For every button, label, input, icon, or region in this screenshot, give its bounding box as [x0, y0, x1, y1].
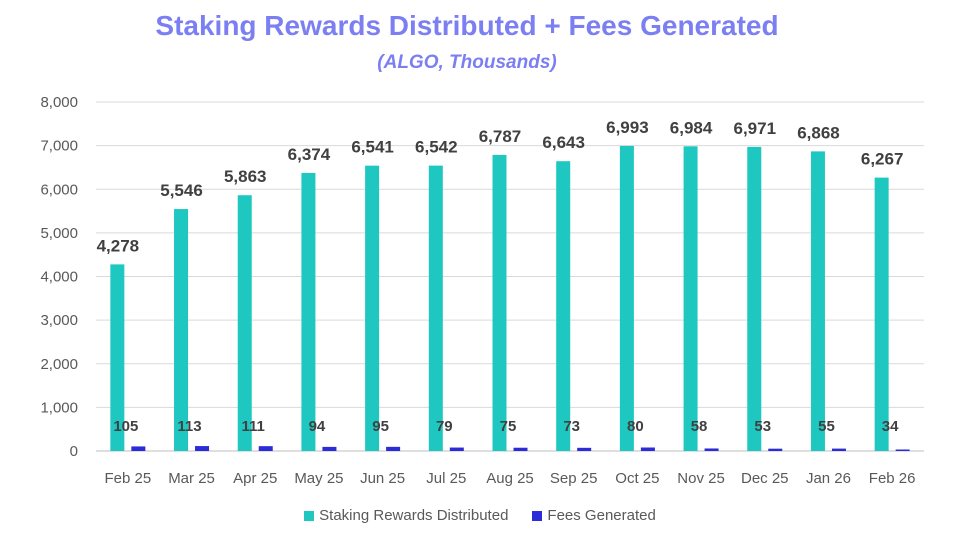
bar-fees-10: [768, 448, 783, 451]
y-tick-label-3000: 3,000: [40, 312, 78, 329]
data-label-staking-9: 6,984: [670, 118, 713, 137]
bar-staking-0: [110, 264, 125, 451]
bar-staking-12: [874, 177, 889, 452]
x-tick-label-11: Jan 26: [806, 470, 851, 487]
x-tick-label-10: Dec 25: [741, 470, 789, 487]
bar-fees-2: [258, 446, 273, 451]
x-tick-label-5: Jul 25: [426, 470, 466, 487]
bar-fees-1: [195, 446, 210, 451]
bar-fees-8: [640, 447, 655, 451]
data-label-fees-11: 55: [818, 418, 835, 435]
x-tick-label-6: Aug 25: [486, 470, 534, 487]
legend-swatch-fees: [532, 510, 543, 521]
legend-item-fees: Fees Generated: [532, 507, 656, 524]
data-label-staking-2: 5,863: [224, 167, 267, 186]
legend-swatch-staking: [304, 510, 315, 521]
bar-fees-9: [704, 448, 719, 451]
y-tick-label-8000: 8,000: [40, 94, 78, 111]
data-label-staking-4: 6,541: [351, 138, 394, 157]
data-label-staking-5: 6,542: [415, 138, 458, 157]
bar-fees-3: [322, 446, 337, 451]
x-tick-label-8: Oct 25: [615, 470, 659, 487]
legend-label-fees: Fees Generated: [547, 507, 656, 524]
x-tick-label-0: Feb 25: [104, 470, 151, 487]
legend-label-staking: Staking Rewards Distributed: [319, 507, 509, 524]
bar-staking-11: [810, 151, 825, 452]
y-tick-label-0: 0: [70, 443, 78, 460]
chart-subtitle: (ALGO, Thousands): [377, 52, 557, 73]
bar-fees-4: [386, 446, 401, 451]
y-tick-label-1000: 1,000: [40, 399, 78, 416]
y-tick-label-2000: 2,000: [40, 356, 78, 373]
bar-staking-6: [492, 154, 507, 452]
bar-staking-4: [365, 165, 380, 452]
data-label-staking-10: 6,971: [733, 119, 776, 138]
data-label-fees-6: 75: [500, 418, 517, 435]
data-label-fees-12: 34: [882, 418, 899, 435]
bar-staking-9: [683, 146, 698, 451]
data-label-staking-3: 6,374: [288, 145, 331, 164]
bar-staking-7: [556, 161, 571, 451]
data-label-staking-12: 6,267: [861, 150, 904, 169]
bar-fees-5: [449, 447, 464, 451]
bar-staking-1: [174, 209, 189, 451]
bar-fees-11: [831, 448, 846, 451]
x-tick-label-2: Apr 25: [233, 470, 277, 487]
data-label-fees-10: 53: [754, 418, 771, 435]
bar-fees-0: [131, 446, 146, 451]
data-label-fees-2: 111: [242, 418, 265, 435]
data-label-fees-0: 105: [113, 418, 138, 435]
bar-staking-5: [428, 165, 443, 451]
bar-fees-6: [513, 447, 528, 451]
bar-staking-2: [237, 195, 252, 451]
data-label-fees-3: 94: [309, 418, 326, 435]
data-label-fees-4: 95: [372, 418, 389, 435]
data-label-fees-1: 113: [177, 418, 201, 435]
data-label-staking-1: 5,546: [160, 181, 203, 200]
data-label-staking-11: 6,868: [797, 123, 840, 142]
bar-staking-10: [747, 146, 762, 451]
x-tick-label-1: Mar 25: [168, 470, 215, 487]
bar-staking-8: [619, 145, 634, 452]
legend-item-staking: Staking Rewards Distributed: [304, 507, 508, 524]
x-tick-label-9: Nov 25: [677, 470, 725, 487]
legend: Staking Rewards Distributed Fees Generat…: [0, 507, 960, 524]
data-label-fees-7: 73: [563, 418, 580, 435]
data-label-staking-8: 6,993: [606, 118, 649, 137]
x-tick-label-12: Feb 26: [869, 470, 916, 487]
bar-fees-12: [895, 449, 910, 451]
bar-staking-3: [301, 172, 316, 451]
data-label-fees-9: 58: [691, 418, 708, 435]
y-tick-label-7000: 7,000: [40, 138, 78, 155]
data-label-fees-5: 79: [436, 418, 453, 435]
chart-title: Staking Rewards Distributed + Fees Gener…: [155, 10, 779, 41]
x-tick-label-3: May 25: [294, 470, 343, 487]
data-label-staking-7: 6,643: [542, 133, 585, 152]
x-tick-label-4: Jun 25: [360, 470, 405, 487]
y-tick-label-4000: 4,000: [40, 269, 78, 286]
x-tick-label-7: Sep 25: [550, 470, 598, 487]
y-tick-label-5000: 5,000: [40, 225, 78, 242]
data-label-fees-8: 80: [627, 418, 644, 435]
y-tick-label-6000: 6,000: [40, 181, 78, 198]
data-label-staking-0: 4,278: [97, 236, 140, 255]
data-label-staking-6: 6,787: [479, 127, 522, 146]
bar-fees-7: [577, 447, 592, 451]
